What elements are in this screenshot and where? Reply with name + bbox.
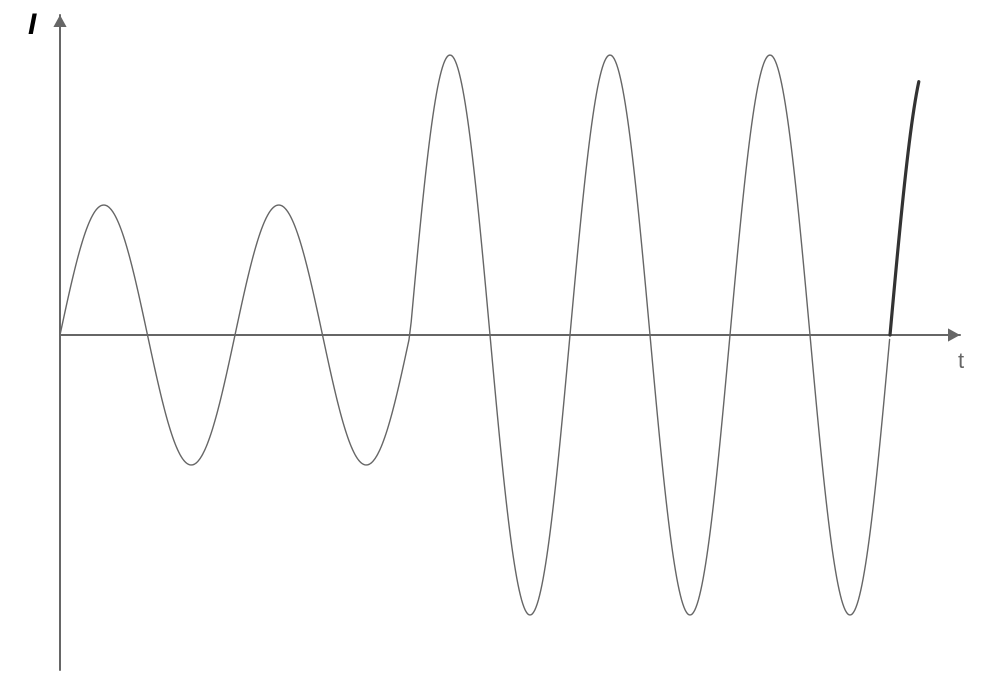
x-axis-label: t bbox=[958, 348, 964, 374]
chart-svg bbox=[0, 0, 1000, 680]
wave-chart: I t bbox=[0, 0, 1000, 680]
y-axis-label: I bbox=[28, 8, 36, 42]
